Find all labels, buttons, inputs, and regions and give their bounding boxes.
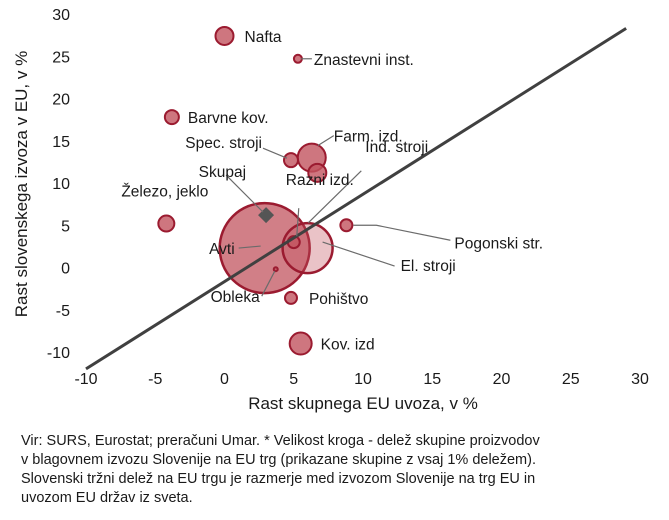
- leader-line: [317, 135, 335, 147]
- x-axis-title: Rast skupnega EU uvoza, v %: [248, 394, 478, 413]
- bubble-point: [288, 331, 313, 356]
- data-label: Pohištvo: [309, 291, 368, 308]
- data-label: Obleka: [211, 289, 260, 306]
- data-label: Farm. izd.: [334, 129, 403, 146]
- data-label: Barvne kov.: [188, 110, 269, 127]
- bubble-point: [272, 266, 279, 273]
- leader-line: [307, 170, 362, 224]
- bubble-point: [157, 214, 176, 233]
- x-tick-label: 15: [423, 371, 441, 388]
- x-tick-label: 0: [220, 371, 229, 388]
- x-tick-label: 10: [354, 371, 372, 388]
- leader-line: [238, 245, 261, 249]
- bubble-point: [282, 152, 299, 169]
- data-label: Spec. stroji: [185, 135, 262, 152]
- leader-line: [261, 270, 276, 297]
- bubble-point: [307, 162, 328, 183]
- y-tick-label: 20: [52, 92, 70, 109]
- bubble-point: [339, 218, 354, 233]
- y-tick-label: 25: [52, 49, 70, 66]
- scatter-chart: -10 -5 0 5 10 15 20 25 30 -10 -5 0 5 10 15 20 25 30 Naft…: [12, 7, 649, 413]
- bubble-point: [214, 25, 235, 46]
- data-label: Ind. stroji: [365, 139, 428, 156]
- data-label: Razni izd.: [286, 172, 354, 189]
- footnote-line: Vir: SURS, Eurostat; preračuni Umar. * V…: [21, 433, 540, 449]
- data-label: El. stroji: [401, 258, 456, 275]
- y-tick-label: -10: [47, 345, 70, 362]
- reference-line: [85, 27, 627, 371]
- bubble-point: [292, 53, 303, 64]
- footnote-line: uvozom EU držav iz sveta.: [21, 490, 193, 506]
- x-tick-label: -5: [148, 371, 162, 388]
- footnote-line: Slovenski tržni delež na EU trgu je razm…: [21, 471, 536, 487]
- data-label: Pogonski str.: [454, 235, 543, 252]
- x-tick-label: 5: [289, 371, 298, 388]
- footnote: Vir: SURS, Eurostat; preračuni Umar. * V…: [21, 432, 666, 508]
- bubble-point: [163, 109, 180, 126]
- data-label: Znastevni inst.: [314, 52, 414, 69]
- leader-line: [322, 241, 395, 267]
- y-tick-label: 10: [52, 176, 70, 193]
- data-label: Avti: [209, 241, 235, 258]
- leader-line: [296, 208, 300, 237]
- y-tick-label: 15: [52, 134, 70, 151]
- y-tick-label: -5: [56, 303, 70, 320]
- y-axis-title: Rast slovenskega izvoza v EU, v %: [12, 51, 31, 317]
- y-tick-label: 30: [52, 7, 70, 24]
- x-tick-label: -10: [74, 371, 97, 388]
- data-label: Skupaj: [199, 164, 246, 181]
- data-label: Nafta: [245, 29, 282, 46]
- leader-line: [353, 224, 451, 241]
- footnote-line: v blagovnem izvozu Slovenije na EU trg (…: [21, 452, 536, 468]
- y-tick-label: 5: [61, 218, 70, 235]
- bubble-point: [283, 290, 298, 305]
- x-tick-label: 25: [562, 371, 580, 388]
- x-tick-label: 30: [631, 371, 649, 388]
- data-label: Kov. izd: [321, 337, 375, 354]
- leader-line: [225, 174, 264, 213]
- data-label: Železo, jeklo: [121, 184, 208, 201]
- y-tick-label: 0: [61, 261, 70, 278]
- x-tick-label: 20: [493, 371, 511, 388]
- leader-line: [262, 147, 288, 159]
